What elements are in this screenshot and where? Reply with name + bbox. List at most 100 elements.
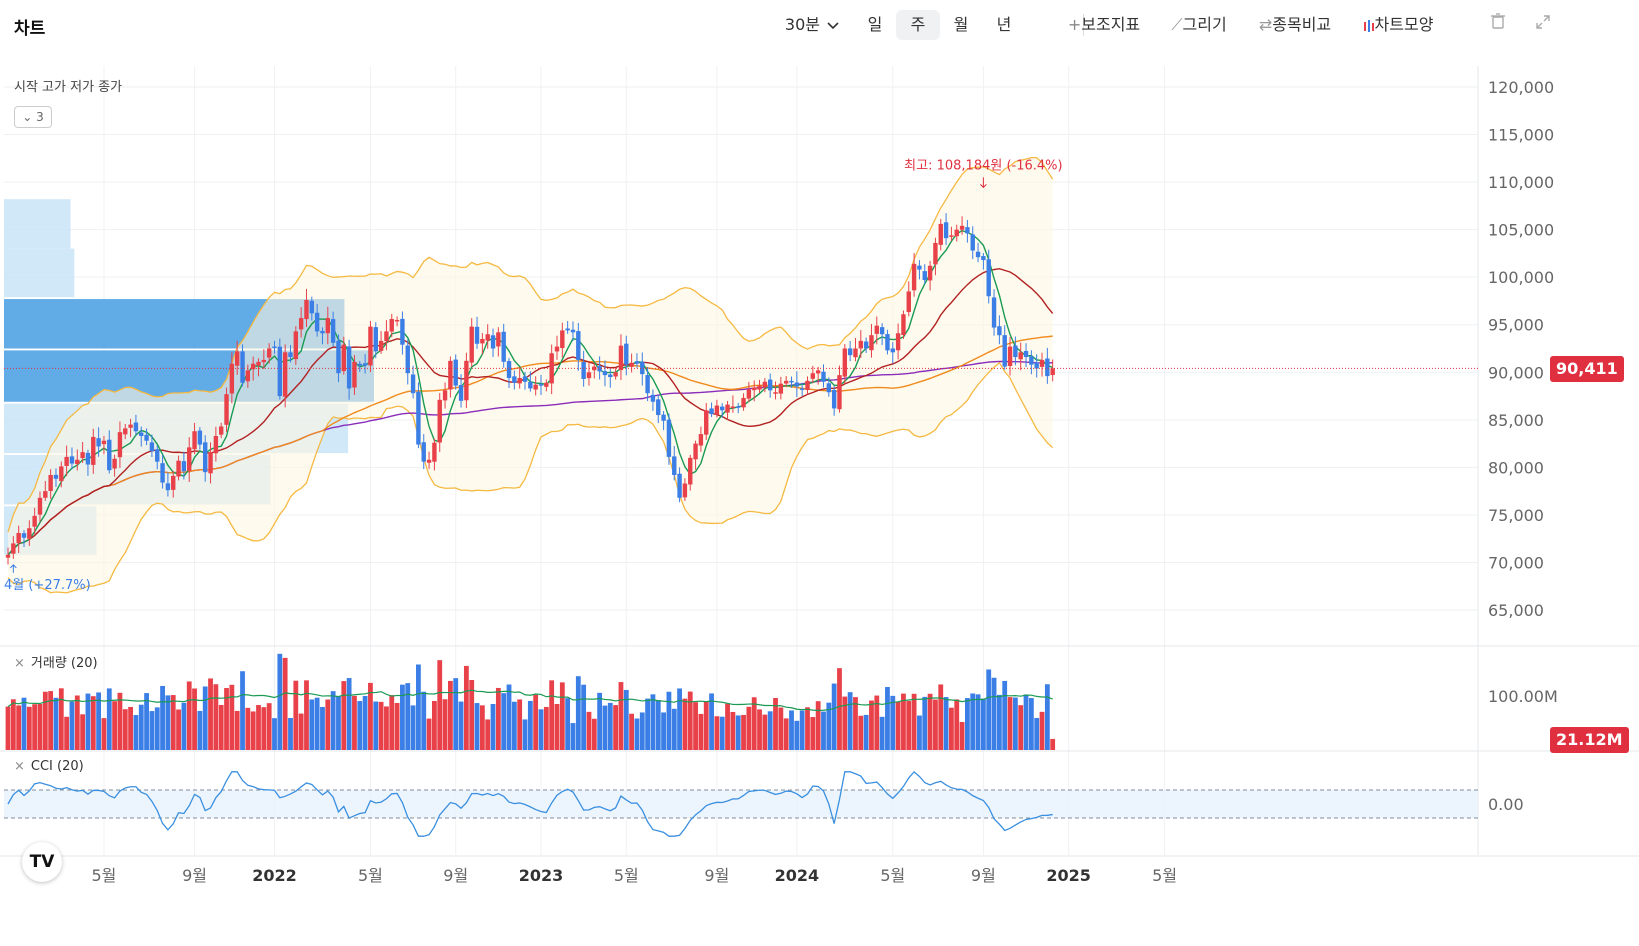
candle-body xyxy=(266,348,272,358)
x-tick-label: 5월 xyxy=(880,866,905,885)
candle-body xyxy=(810,373,816,379)
candle-body xyxy=(986,259,991,297)
candle-body xyxy=(783,380,789,384)
volume-bar xyxy=(410,705,416,750)
candle-body xyxy=(453,359,458,386)
candle-body xyxy=(592,366,597,371)
compare-label: 종목비교 xyxy=(1272,15,1332,34)
low-annotation: 4월 (+27.7%) xyxy=(4,578,91,593)
candle-body xyxy=(634,361,640,364)
volume-bar xyxy=(469,680,475,750)
candle-body xyxy=(160,463,165,483)
volume-bar xyxy=(256,705,261,750)
candle-body xyxy=(618,345,624,371)
candle-body xyxy=(586,372,592,379)
candle-body xyxy=(5,554,11,558)
candle-body xyxy=(1039,359,1045,367)
candle-body xyxy=(112,458,117,469)
volume-bar xyxy=(901,693,906,750)
volume-label-text: 거래량 (20) xyxy=(30,656,98,671)
volume-bar xyxy=(213,684,219,750)
volume-bar xyxy=(416,664,421,750)
toolbar: 차트 30분 일 주 월 년 +보조지표 ⟋그리기 ⇄종목비교 차트모양 xyxy=(0,0,1639,48)
volume-bar xyxy=(965,698,970,750)
chart-style-button[interactable]: 차트모양 xyxy=(1356,10,1440,40)
volume-bar xyxy=(741,714,746,750)
x-tick-label: 5월 xyxy=(358,866,383,885)
period-month-tab[interactable]: 월 xyxy=(939,10,983,40)
cci-axis-label: 0.00 xyxy=(1488,795,1524,814)
volume-bar xyxy=(5,706,11,750)
volume-bar xyxy=(522,719,528,750)
volume-bar xyxy=(575,676,581,750)
indicator-button[interactable]: +보조지표 xyxy=(1062,10,1146,40)
volume-bar xyxy=(773,697,778,750)
volume-bar xyxy=(970,693,976,750)
candle-body xyxy=(997,326,1002,336)
volume-bar xyxy=(874,695,880,750)
candles xyxy=(5,213,1055,565)
volume-bar xyxy=(288,718,293,750)
volume-bar xyxy=(831,683,837,750)
volume-bar xyxy=(1028,698,1034,750)
volume-bar xyxy=(314,697,320,750)
candle-body xyxy=(794,382,800,387)
candle-body xyxy=(416,391,421,445)
expand-icon[interactable] xyxy=(1531,12,1555,36)
volume-bar xyxy=(719,716,725,750)
price-chart[interactable]: 120,000 115,000 110,000 105,000 100,000 95,00… xyxy=(0,48,1639,946)
volume-profile-bar xyxy=(4,248,75,298)
volume-bar xyxy=(991,677,997,750)
volume-bar xyxy=(645,698,650,750)
candle-body xyxy=(954,229,959,237)
volume-bar xyxy=(554,704,560,750)
period-week-tab[interactable]: 주 xyxy=(896,10,940,40)
candle-body xyxy=(485,334,490,341)
candle-body xyxy=(645,375,650,394)
candle-body xyxy=(682,483,688,498)
volume-bar xyxy=(586,711,592,750)
candle-body xyxy=(384,331,389,342)
volume-bar xyxy=(1039,711,1045,750)
compare-button[interactable]: ⇄종목비교 xyxy=(1254,10,1336,40)
y-tick-label: 100,000 xyxy=(1488,268,1554,287)
candle-body xyxy=(293,331,299,360)
period-year-tab[interactable]: 년 xyxy=(982,10,1026,40)
trash-icon[interactable] xyxy=(1486,12,1510,36)
volume-bar xyxy=(666,691,672,750)
period-week-label: 주 xyxy=(910,15,926,34)
volume-bar xyxy=(842,696,848,750)
draw-button[interactable]: ⟋그리기 xyxy=(1164,10,1234,40)
candle-body xyxy=(656,399,661,416)
candle-body xyxy=(805,380,810,390)
volume-bar xyxy=(805,707,810,750)
interval-dropdown[interactable]: 30분 xyxy=(780,10,844,40)
candle-body xyxy=(874,325,879,334)
cci-label-text: CCI (20) xyxy=(30,759,84,774)
x-tick-label: 2024 xyxy=(775,866,820,885)
volume-bar xyxy=(607,702,613,750)
candle-body xyxy=(75,459,80,465)
volume-bar xyxy=(890,695,896,750)
volume-bar xyxy=(325,699,331,750)
volume-bar xyxy=(154,707,160,750)
candle-body xyxy=(448,360,453,390)
candle-body xyxy=(933,242,938,265)
high-annotation-arrow xyxy=(980,177,987,189)
volume-bar xyxy=(911,693,917,750)
candle-body xyxy=(725,404,730,413)
candle-body xyxy=(400,318,405,345)
candle-body xyxy=(544,382,549,387)
candle-body xyxy=(1007,346,1013,366)
volume-bar xyxy=(442,699,448,750)
legend-collapse-button[interactable]: ⌄ 3 xyxy=(14,106,52,128)
candle-body xyxy=(554,346,560,352)
candle-body xyxy=(362,363,368,366)
current-volume-badge: 21.12M xyxy=(1550,727,1629,753)
close-icon[interactable]: × xyxy=(14,759,25,774)
volume-bar xyxy=(698,713,704,750)
candle-body xyxy=(352,361,357,388)
candle-body xyxy=(837,375,842,410)
period-day-tab[interactable]: 일 xyxy=(853,10,897,40)
close-icon[interactable]: × xyxy=(14,656,25,671)
